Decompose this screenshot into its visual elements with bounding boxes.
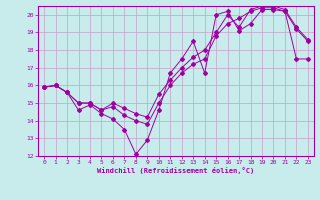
X-axis label: Windchill (Refroidissement éolien,°C): Windchill (Refroidissement éolien,°C) [97, 167, 255, 174]
